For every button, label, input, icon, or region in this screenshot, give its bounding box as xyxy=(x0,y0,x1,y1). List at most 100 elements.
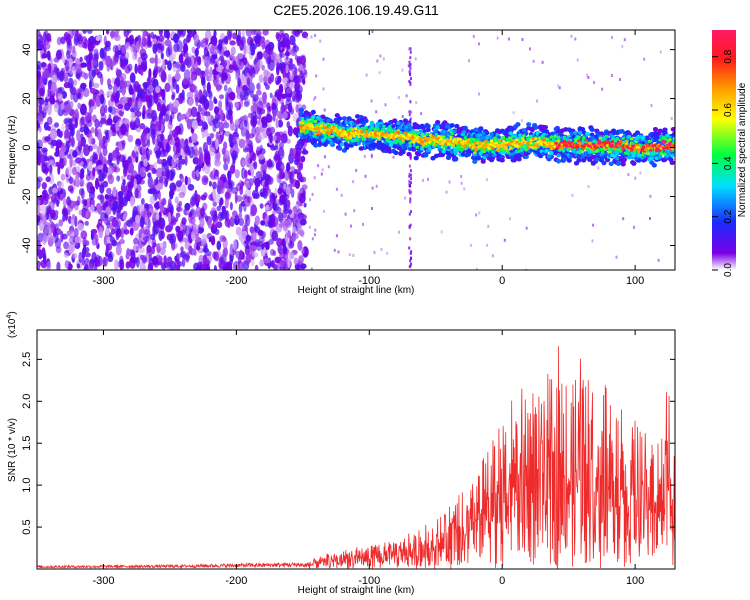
spectrogram-noise-cell xyxy=(37,178,41,189)
spectrogram-noise-cell xyxy=(269,92,273,99)
spectrogram-ridge-cell xyxy=(415,145,420,149)
spectrogram-noise-cell xyxy=(250,165,254,178)
spectrogram-noise-cell xyxy=(180,158,186,165)
spectrogram-speckle-cell xyxy=(321,168,324,172)
spectrogram-noise-cell xyxy=(279,167,283,179)
spectrogram-noise-cell xyxy=(161,58,166,71)
spectrogram-ridge-cell xyxy=(370,142,376,147)
spectrogram-noise-cell xyxy=(120,123,127,136)
spectrogram-noise-cell xyxy=(115,121,120,132)
spectrogram-noise-cell xyxy=(169,139,176,145)
spectrogram-noise-cell xyxy=(161,70,167,82)
spectrogram-speckle-cell xyxy=(496,36,499,40)
spectrogram-noise-cell xyxy=(139,216,145,228)
spectrogram-noise-cell xyxy=(77,222,84,232)
spectrogram-ridge-cell xyxy=(299,129,304,133)
spectrogram-noise-cell xyxy=(83,144,90,157)
spectrogram-noise-cell xyxy=(123,30,130,38)
spectrogram-noise-cell xyxy=(122,213,127,222)
spectrogram-noise-cell xyxy=(99,47,105,59)
spectrogram-ridge-cell xyxy=(509,155,515,160)
spectrogram-speckle-cell xyxy=(478,42,480,46)
spectrogram-noise-cell xyxy=(245,129,250,142)
spectrogram-speckle-cell xyxy=(586,73,588,77)
spectrogram-noise-cell xyxy=(224,181,229,190)
spectrogram-noise-cell xyxy=(217,211,224,222)
spectrogram-noise-cell xyxy=(212,188,216,200)
spectrogram-speckle-cell xyxy=(659,50,662,54)
spectrogram-speckle-cell xyxy=(571,193,574,197)
spectrogram-streak-cell xyxy=(409,50,412,54)
spectrogram-noise-cell xyxy=(98,226,104,239)
spectrogram-noise-cell xyxy=(84,220,89,226)
spectrogram-noise-cell xyxy=(246,77,250,87)
spectrogram-ridge-cell xyxy=(600,155,605,160)
spectrogram-noise-cell xyxy=(43,229,48,237)
spectrogram-noise-cell xyxy=(295,74,301,84)
spectrogram-speckle-cell xyxy=(536,99,539,103)
spectrogram-noise-cell xyxy=(116,175,121,182)
spectrogram-noise-cell xyxy=(264,179,269,188)
spectrogram-noise-cell xyxy=(107,165,115,175)
spectrogram-noise-cell xyxy=(130,88,134,95)
spectrogram-noise-cell xyxy=(75,200,80,206)
spectrogram-noise-cell xyxy=(281,101,285,113)
spectrogram-noise-cell xyxy=(177,230,184,242)
spectrogram-speckle-cell xyxy=(380,248,383,251)
spectrogram-noise-cell xyxy=(252,94,259,102)
spectrogram-speckle-cell xyxy=(319,39,322,43)
spectrogram-noise-cell xyxy=(145,214,149,226)
spectrogram-noise-cell xyxy=(97,132,103,142)
spectrogram-noise-cell xyxy=(209,76,215,82)
spectrogram-noise-cell xyxy=(205,66,209,78)
spectrogram-streak-cell xyxy=(410,256,412,260)
spectrogram-noise-cell xyxy=(259,127,264,134)
spectrogram-noise-cell xyxy=(277,131,284,137)
spectrogram-noise-cell xyxy=(44,42,51,50)
spectrogram-noise-cell xyxy=(72,149,78,158)
spectrogram-noise-cell xyxy=(251,126,257,137)
spectrogram-noise-cell xyxy=(112,200,118,212)
spectrogram-ridge-cell xyxy=(323,133,328,138)
spectrogram-speckle-cell xyxy=(593,81,595,84)
spectrogram-noise-cell xyxy=(175,180,182,188)
spectrogram-noise-cell xyxy=(294,81,300,93)
spectrogram-noise-cell xyxy=(167,211,172,224)
spectrogram-noise-cell xyxy=(206,81,211,94)
spectrogram-ridge-cell xyxy=(568,154,573,159)
spectrogram-noise-cell xyxy=(134,187,139,199)
spectrogram-ridge-cell xyxy=(434,132,439,137)
spectrogram-noise-cell xyxy=(78,188,84,196)
spectrogram-noise-cell xyxy=(135,110,142,118)
spectrogram-noise-cell xyxy=(279,259,285,266)
spectrogram-ridge-cell xyxy=(636,152,641,157)
spectrogram-speckle-cell xyxy=(445,190,448,194)
spectrogram-noise-cell xyxy=(278,141,284,149)
spectrogram-noise-cell xyxy=(158,30,163,36)
spectrogram-speckle-cell xyxy=(379,54,382,58)
spectrogram-streak-cell xyxy=(409,237,412,241)
spectrogram-noise-cell xyxy=(272,135,277,142)
spectrogram-noise-cell xyxy=(229,201,233,211)
spectrogram-noise-cell xyxy=(254,226,261,233)
spectrogram-noise-cell xyxy=(229,40,236,46)
spectrogram-streak-cell xyxy=(408,226,411,230)
spectrogram-speckle-cell xyxy=(337,250,340,254)
spectrogram-noise-cell xyxy=(213,265,217,270)
spectrogram-noise-cell xyxy=(208,180,213,187)
spectrogram-noise-cell xyxy=(75,67,83,78)
spectrogram-noise-cell xyxy=(297,240,303,251)
spectrogram-noise-cell xyxy=(133,84,137,91)
spectrogram-speckle-cell xyxy=(650,104,653,107)
spectrogram-noise-cell xyxy=(276,91,281,100)
spectrogram-noise-cell xyxy=(154,57,158,68)
spectrogram-speckle-cell xyxy=(478,92,480,96)
spectrogram-noise-cell xyxy=(50,129,58,140)
spectrogram-noise-cell xyxy=(135,214,141,224)
spectrogram-noise-cell xyxy=(140,52,148,61)
spectrogram-ridge-cell xyxy=(435,120,441,125)
spectrogram-cells xyxy=(37,30,675,270)
spectrogram-noise-cell xyxy=(254,264,259,270)
spectrogram-noise-cell xyxy=(53,102,59,113)
spectrogram-noise-cell xyxy=(151,256,159,266)
